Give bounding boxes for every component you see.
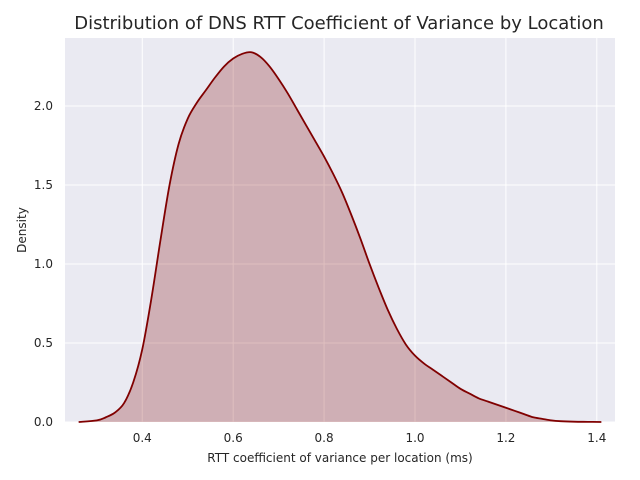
- density-line: [78, 51, 602, 423]
- y-tick-label: 0.0: [34, 415, 53, 429]
- y-tick-label: 2.0: [34, 99, 53, 113]
- x-tick-label: 1.2: [496, 431, 515, 445]
- density-area: [78, 52, 602, 422]
- x-tick-label: 1.4: [587, 431, 606, 445]
- chart-title: Distribution of DNS RTT Coefficient of V…: [74, 13, 604, 34]
- x-axis-label: RTT coefficient of variance per location…: [207, 451, 472, 465]
- y-tick-label: 1.0: [34, 257, 53, 271]
- density-series: [78, 51, 602, 423]
- y-axis-ticks: 0.0 0.5 1.0 1.5 2.0: [34, 99, 53, 429]
- x-tick-label: 0.6: [224, 431, 243, 445]
- y-axis-label: Density: [15, 207, 29, 253]
- x-tick-label: 1.0: [405, 431, 424, 445]
- plot-area: [65, 38, 615, 422]
- y-tick-label: 0.5: [34, 336, 53, 350]
- x-axis-ticks: 0.4 0.6 0.8 1.0 1.2 1.4: [133, 431, 607, 445]
- x-tick-label: 0.4: [133, 431, 152, 445]
- y-tick-label: 1.5: [34, 178, 53, 192]
- x-tick-label: 0.8: [315, 431, 334, 445]
